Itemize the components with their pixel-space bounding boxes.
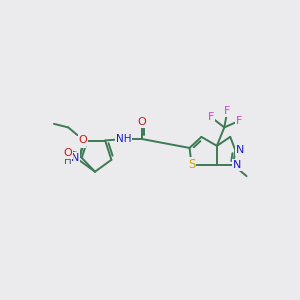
Text: O: O bbox=[63, 148, 72, 158]
Text: NH: NH bbox=[116, 134, 131, 144]
Text: S: S bbox=[188, 158, 195, 171]
Text: N: N bbox=[236, 145, 244, 155]
Text: O: O bbox=[79, 135, 88, 145]
Text: N: N bbox=[71, 153, 79, 163]
Text: F: F bbox=[224, 106, 230, 116]
Text: F: F bbox=[236, 116, 242, 126]
Text: N: N bbox=[77, 137, 86, 147]
Text: H: H bbox=[64, 156, 72, 166]
Text: N: N bbox=[232, 160, 241, 170]
Text: O: O bbox=[138, 117, 146, 127]
Text: F: F bbox=[208, 112, 214, 122]
